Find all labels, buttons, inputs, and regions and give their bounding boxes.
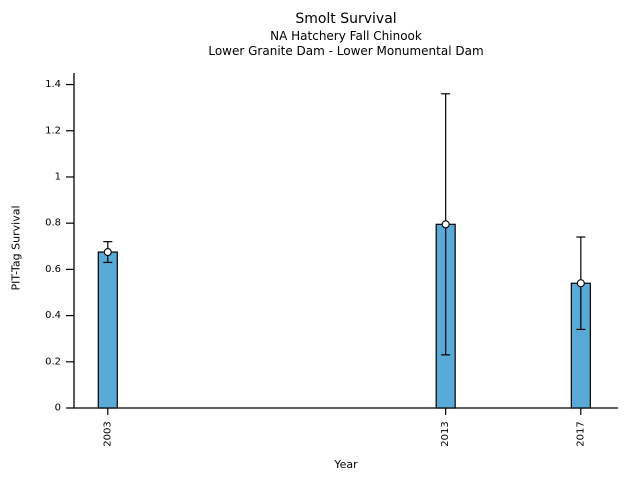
x-axis-label: Year (334, 458, 358, 471)
chart-subtitle-2: Lower Granite Dam - Lower Monumental Dam (208, 44, 484, 58)
point-marker-2013 (441, 220, 450, 229)
point-marker-2003 (103, 248, 112, 257)
y-tick-label: 0.8 (45, 218, 61, 229)
y-tick-label: 1 (55, 171, 61, 182)
x-tick-label: 2017 (575, 421, 586, 446)
y-tick-label: 0 (55, 403, 61, 414)
y-tick-label: 0.4 (45, 310, 61, 321)
y-tick-label: 1.4 (45, 79, 61, 90)
chart-subtitle: NA Hatchery Fall Chinook (270, 29, 422, 43)
bar-2003 (97, 251, 118, 409)
y-tick-label: 0.6 (45, 264, 61, 275)
chart-title: Smolt Survival (295, 11, 397, 27)
point-marker-2017 (576, 279, 585, 288)
y-tick-label: 1.2 (45, 125, 61, 136)
x-tick-label: 2003 (102, 421, 113, 446)
y-tick-label: 0.2 (45, 356, 61, 367)
x-tick-label: 2013 (440, 421, 451, 446)
